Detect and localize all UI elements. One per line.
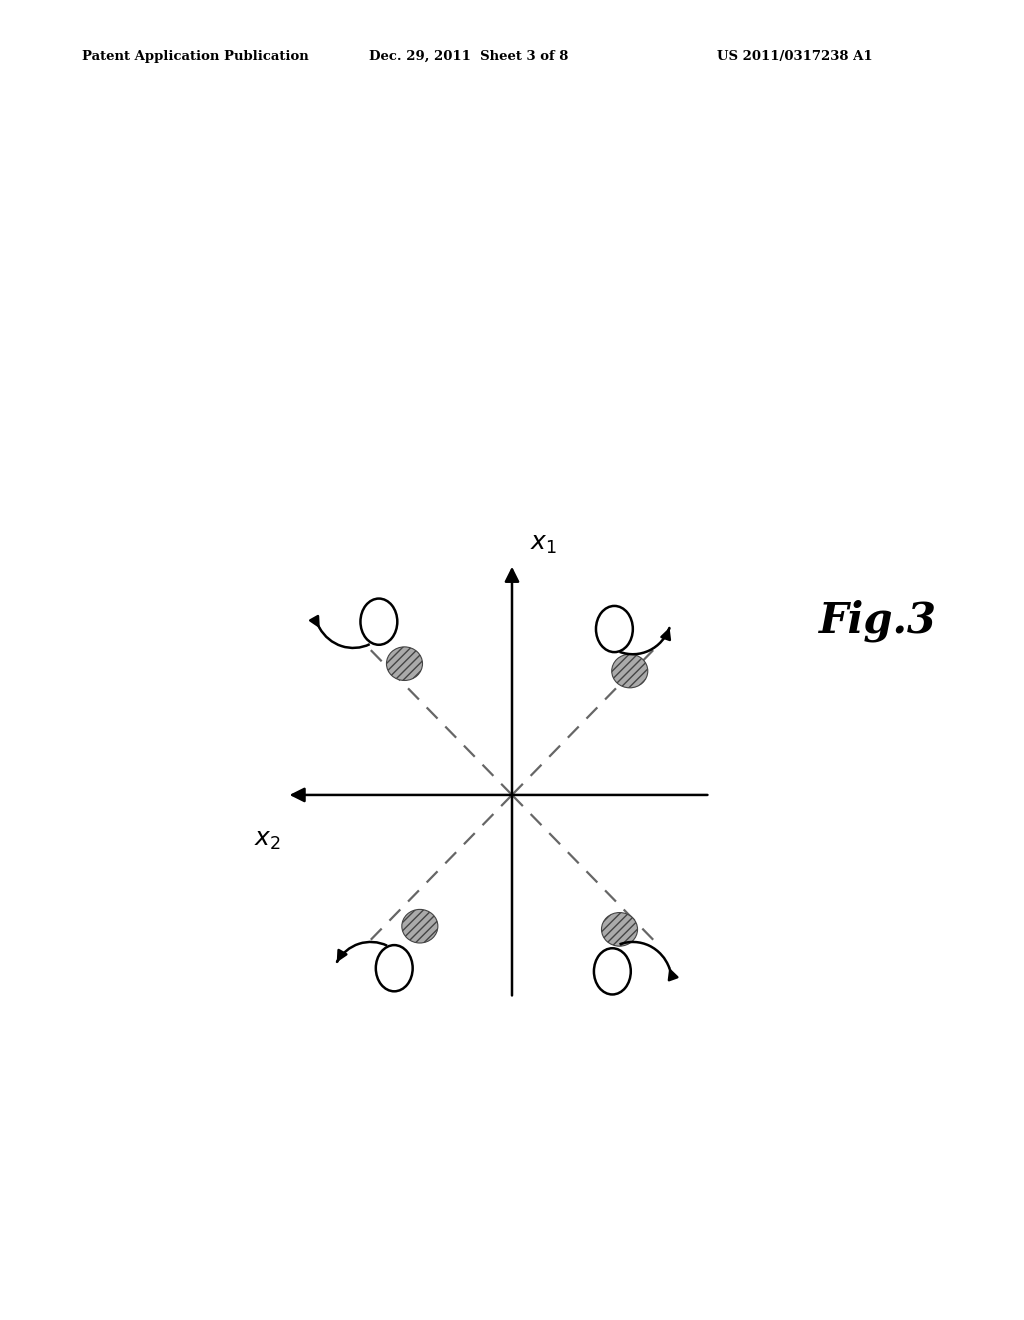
Text: $x_2$: $x_2$: [254, 829, 281, 851]
Text: Patent Application Publication: Patent Application Publication: [82, 50, 308, 63]
Ellipse shape: [401, 909, 438, 942]
Ellipse shape: [601, 912, 638, 946]
Ellipse shape: [611, 655, 648, 688]
Text: Dec. 29, 2011  Sheet 3 of 8: Dec. 29, 2011 Sheet 3 of 8: [369, 50, 568, 63]
Ellipse shape: [386, 647, 423, 681]
Text: Fig.3: Fig.3: [819, 599, 937, 642]
Text: US 2011/0317238 A1: US 2011/0317238 A1: [717, 50, 872, 63]
Text: $x_1$: $x_1$: [530, 532, 557, 556]
